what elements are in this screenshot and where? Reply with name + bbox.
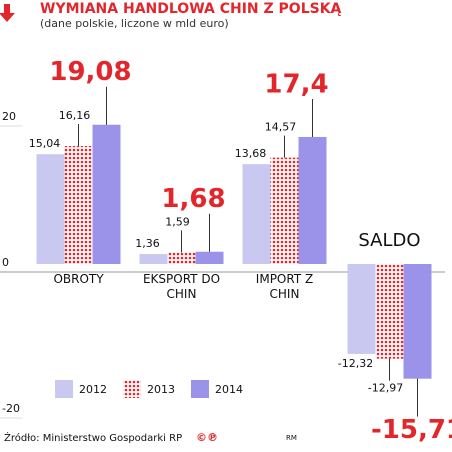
value-label-big: 19,08 xyxy=(49,57,131,87)
value-label: 14,57 xyxy=(265,121,297,134)
bar xyxy=(36,154,65,264)
legend-swatch xyxy=(123,380,141,398)
legend-swatch xyxy=(55,380,73,398)
rights: ©℗ xyxy=(196,431,218,444)
value-label-big: 17,4 xyxy=(264,69,328,99)
bar xyxy=(167,252,196,264)
arrow-icon xyxy=(0,4,15,22)
bar xyxy=(139,254,168,264)
legend-swatch xyxy=(191,380,209,398)
value-label: -12,32 xyxy=(338,357,373,370)
bar xyxy=(403,264,432,379)
legend-label: 2012 xyxy=(79,383,107,396)
value-label-big: 1,68 xyxy=(161,184,225,214)
y-tick-label: 20 xyxy=(2,110,16,123)
bar xyxy=(347,264,376,354)
credit: RM xyxy=(286,434,297,442)
bar xyxy=(375,264,404,359)
source: Źródło: Ministerstwo Gospodarki RP xyxy=(4,431,182,444)
x-tick-label: EKSPORT DO CHIN xyxy=(142,272,221,301)
value-label-big: -15,71 xyxy=(371,415,452,445)
bar xyxy=(92,124,121,264)
x-tick-label: OBROTY xyxy=(53,272,104,286)
bar xyxy=(64,146,93,264)
x-tick-label: SALDO xyxy=(358,230,421,251)
chart-title: WYMIANA HANDLOWA CHIN Z POLSKĄ xyxy=(40,1,342,17)
value-label: 1,59 xyxy=(165,215,190,228)
y-tick-label: -20 xyxy=(2,402,20,415)
value-label: 13,68 xyxy=(235,147,267,160)
x-tick-label: IMPORT Z CHIN xyxy=(255,272,314,301)
value-label: 15,04 xyxy=(29,137,61,150)
bar xyxy=(270,157,299,264)
y-tick-label: 0 xyxy=(2,256,9,269)
legend-label: 2014 xyxy=(215,383,243,396)
value-label: 1,36 xyxy=(135,237,160,250)
value-label: 16,16 xyxy=(59,109,91,122)
bar xyxy=(242,164,271,264)
chart-subtitle: (dane polskie, liczone w mld euro) xyxy=(40,17,229,30)
bar xyxy=(298,136,327,264)
value-label: -12,97 xyxy=(368,382,403,395)
bar xyxy=(195,251,224,264)
legend-label: 2013 xyxy=(147,383,175,396)
